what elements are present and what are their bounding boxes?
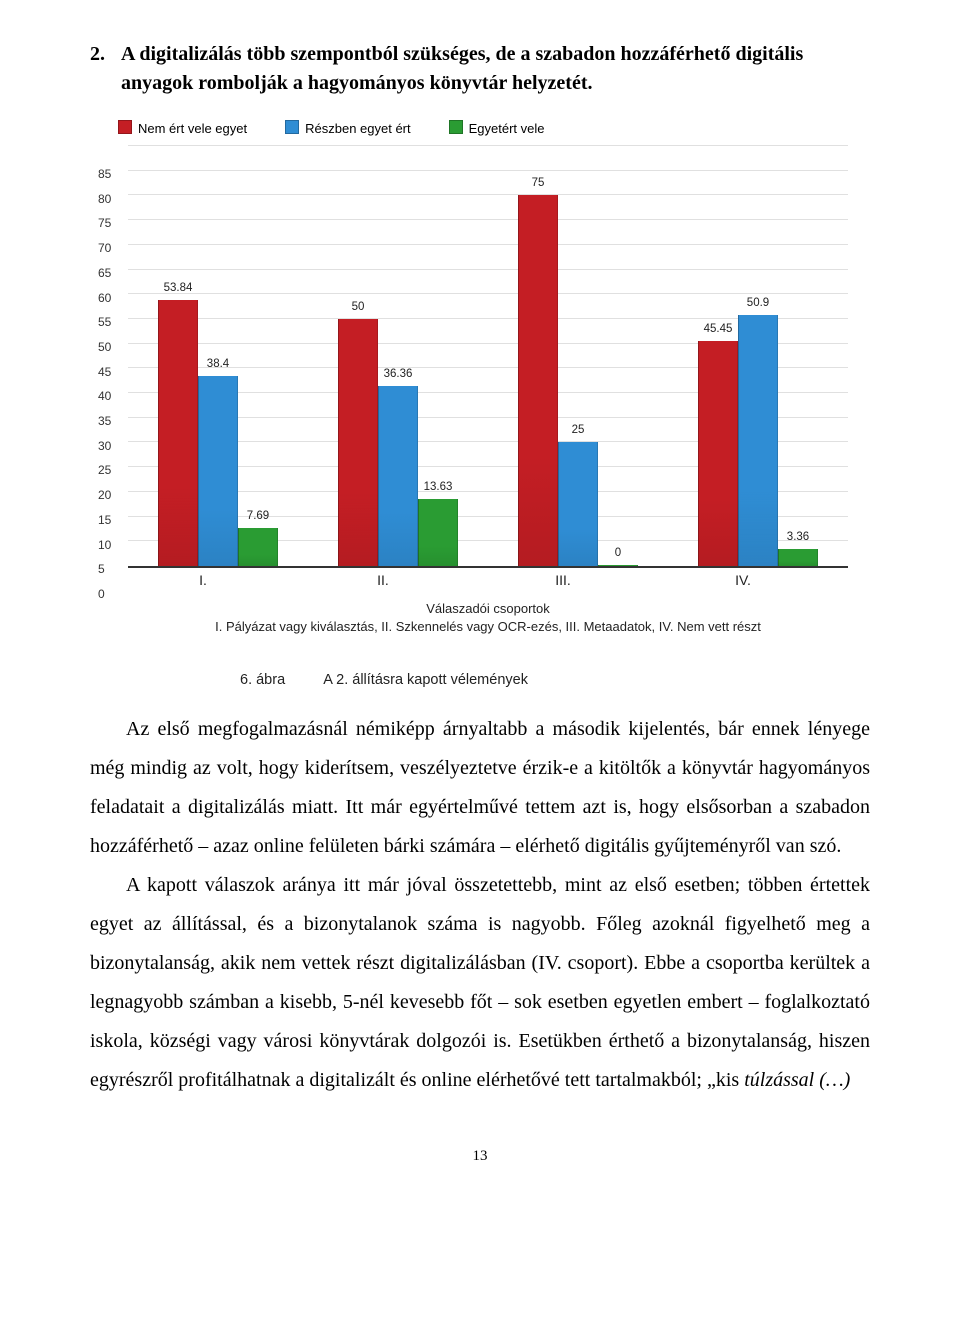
bar: 38.4	[198, 376, 238, 566]
bar-value-label: 50.9	[738, 297, 778, 309]
legend-label: Egyetért vele	[469, 121, 545, 136]
legend-swatch	[449, 120, 463, 134]
paragraph-2-italic: túlzással (…)	[744, 1069, 850, 1091]
caption-text: A 2. állításra kapott vélemények	[323, 672, 528, 688]
grid-line	[128, 244, 848, 245]
grid-line	[128, 269, 848, 270]
y-tick-label: 70	[98, 241, 111, 255]
bar: 36.36	[378, 386, 418, 566]
x-tick-label: I.	[128, 572, 278, 588]
bar-value-label: 50	[338, 301, 378, 313]
y-tick-label: 25	[98, 463, 111, 477]
x-tick-label: III.	[488, 572, 638, 588]
y-tick-label: 0	[98, 587, 105, 601]
xaxis-subtitle: I. Pályázat vagy kiválasztás, II. Szkenn…	[128, 619, 848, 634]
y-tick-label: 50	[98, 340, 111, 354]
bar: 0	[598, 565, 638, 566]
y-tick-label: 15	[98, 513, 111, 527]
bar: 7.69	[238, 528, 278, 566]
bar-value-label: 7.69	[238, 510, 278, 522]
page-number: 13	[90, 1148, 870, 1165]
xaxis-title: Válaszadói csoportok	[128, 601, 848, 616]
y-tick-label: 10	[98, 538, 111, 552]
grid-line	[128, 145, 848, 146]
y-tick-label: 60	[98, 291, 111, 305]
bar-value-label: 13.63	[418, 481, 458, 493]
bar: 3.36	[778, 549, 818, 566]
y-tick-label: 30	[98, 439, 111, 453]
grid-line	[128, 219, 848, 220]
y-tick-label: 75	[98, 216, 111, 230]
y-tick-label: 5	[98, 562, 105, 576]
caption-prefix: 6. ábra	[240, 672, 320, 688]
legend-swatch	[285, 120, 299, 134]
bar-value-label: 25	[558, 424, 598, 436]
bar: 13.63	[418, 499, 458, 566]
bar: 50.9	[738, 315, 778, 567]
bar-value-label: 3.36	[778, 531, 818, 543]
bar-value-label: 36.36	[378, 368, 418, 380]
bar: 75	[518, 195, 558, 566]
chart-plot: Válaszadói csoportok I. Pályázat vagy ki…	[128, 146, 848, 568]
legend-label: Részben egyet ért	[305, 121, 411, 136]
y-tick-label: 35	[98, 414, 111, 428]
grid-line	[128, 194, 848, 195]
x-tick-label: II.	[308, 572, 458, 588]
bar-value-label: 0	[598, 547, 638, 559]
section-heading: 2. A digitalizálás több szempontból szük…	[90, 40, 870, 98]
bar-value-label: 75	[518, 177, 558, 189]
legend-label: Nem ért vele egyet	[138, 121, 247, 136]
legend-item: Részben egyet ért	[285, 120, 411, 136]
bar-value-label: 38.4	[198, 358, 238, 370]
chart: Nem ért vele egyet Részben egyet ért Egyet…	[90, 120, 870, 688]
heading-text: A digitalizálás több szempontból szükség…	[121, 40, 841, 98]
heading-number: 2.	[90, 40, 116, 69]
body-text: Az első megfogalmazásnál némiképp árnyal…	[90, 710, 870, 1100]
chart-area: Válaszadói csoportok I. Pályázat vagy ki…	[90, 144, 860, 594]
legend-item: Egyetért vele	[449, 120, 545, 136]
chart-caption: 6. ábra A 2. állításra kapott vélemények	[90, 672, 870, 688]
y-tick-label: 80	[98, 192, 111, 206]
bar: 45.45	[698, 341, 738, 566]
legend-item: Nem ért vele egyet	[118, 120, 247, 136]
bar-value-label: 45.45	[698, 323, 738, 335]
y-tick-label: 65	[98, 266, 111, 280]
paragraph-1: Az első megfogalmazásnál némiképp árnyal…	[90, 710, 870, 866]
bar: 25	[558, 442, 598, 566]
chart-legend: Nem ért vele egyet Részben egyet ért Egyet…	[118, 120, 870, 136]
legend-swatch	[118, 120, 132, 134]
y-tick-label: 85	[98, 167, 111, 181]
bar: 50	[338, 319, 378, 566]
y-tick-label: 20	[98, 488, 111, 502]
y-tick-label: 40	[98, 389, 111, 403]
bar-value-label: 53.84	[158, 282, 198, 294]
grid-line	[128, 170, 848, 171]
grid-line	[128, 293, 848, 294]
bar: 53.84	[158, 300, 198, 566]
paragraph-2-main: A kapott válaszok aránya itt már jóval ö…	[90, 874, 870, 1091]
y-tick-label: 55	[98, 315, 111, 329]
x-tick-label: IV.	[668, 572, 818, 588]
y-tick-label: 45	[98, 365, 111, 379]
paragraph-2: A kapott válaszok aránya itt már jóval ö…	[90, 866, 870, 1100]
